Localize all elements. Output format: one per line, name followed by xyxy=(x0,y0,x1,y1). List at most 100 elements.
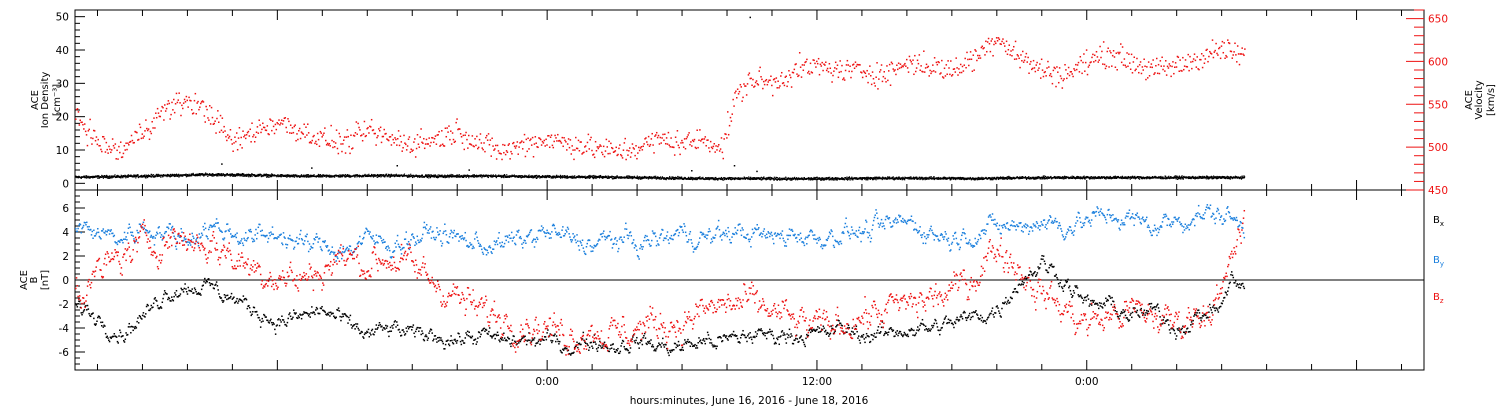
density-point xyxy=(211,173,213,176)
density-point xyxy=(263,173,265,175)
density-point xyxy=(1127,177,1129,179)
velocity-point xyxy=(366,127,368,130)
velocity-point xyxy=(88,128,90,131)
velocity-point xyxy=(170,113,172,116)
ion-density-series xyxy=(75,16,1246,181)
density-point xyxy=(230,173,232,175)
density-point xyxy=(141,174,143,177)
velocity-point xyxy=(81,121,83,123)
density-point xyxy=(932,178,934,180)
density-point xyxy=(551,177,553,179)
velocity-point xyxy=(161,105,163,108)
density-point xyxy=(659,176,662,178)
velocity-point xyxy=(413,141,415,143)
density-point xyxy=(168,174,170,176)
density-point xyxy=(552,177,555,179)
density-point xyxy=(237,173,240,175)
density-point xyxy=(1130,177,1133,179)
density-point xyxy=(874,178,876,180)
density-point xyxy=(421,176,423,178)
density-point xyxy=(271,173,274,176)
density-point xyxy=(535,177,537,179)
density-point xyxy=(631,176,633,179)
density-point xyxy=(1138,177,1140,179)
velocity-point xyxy=(264,129,267,131)
density-point xyxy=(570,176,572,178)
density-point xyxy=(578,175,580,177)
density-point xyxy=(178,173,180,175)
density-point xyxy=(250,174,253,176)
density-point xyxy=(130,174,132,176)
density-point xyxy=(670,178,673,180)
density-point xyxy=(116,176,118,178)
velocity-point xyxy=(386,138,388,140)
density-point xyxy=(863,177,865,179)
velocity-point xyxy=(321,136,323,138)
density-point xyxy=(1030,176,1032,179)
velocity-point xyxy=(128,141,131,143)
velocity-point xyxy=(99,144,101,147)
density-point xyxy=(504,174,506,177)
velocity-point xyxy=(400,141,403,143)
density-point xyxy=(859,176,861,179)
density-point xyxy=(997,178,999,181)
density-point xyxy=(151,173,153,176)
velocity-point xyxy=(450,143,453,145)
density-point xyxy=(834,179,836,181)
velocity-point xyxy=(370,118,373,121)
density-point xyxy=(910,178,912,180)
density-point xyxy=(647,176,649,178)
density-point xyxy=(899,177,901,179)
density-point xyxy=(950,179,952,181)
density-point xyxy=(348,174,350,176)
velocity-point xyxy=(418,146,421,148)
velocity-point xyxy=(189,99,191,102)
density-point xyxy=(1237,177,1239,179)
density-point xyxy=(599,176,601,178)
density-point xyxy=(1105,177,1107,179)
velocity-point xyxy=(248,135,251,137)
density-point xyxy=(439,174,441,176)
velocity-point xyxy=(393,142,395,144)
velocity-point xyxy=(325,139,327,142)
density-point xyxy=(83,175,86,177)
density-point xyxy=(1034,178,1036,180)
density-point xyxy=(492,175,494,177)
density-point xyxy=(755,177,757,179)
density-point xyxy=(865,179,867,181)
density-point xyxy=(593,176,595,178)
velocity-point xyxy=(374,132,376,135)
density-point xyxy=(587,176,589,178)
density-point xyxy=(1218,175,1220,178)
density-point xyxy=(378,175,380,178)
velocity-point xyxy=(92,129,95,132)
density-point xyxy=(421,174,424,177)
density-point xyxy=(571,177,574,179)
density-point xyxy=(605,176,607,178)
velocity-point xyxy=(240,136,242,139)
velocity-point xyxy=(144,130,146,132)
velocity-point xyxy=(336,147,339,150)
density-point xyxy=(311,167,313,169)
density-point xyxy=(260,173,262,176)
density-point xyxy=(592,177,594,180)
density-point xyxy=(1169,177,1171,180)
density-point xyxy=(573,177,575,179)
density-point xyxy=(338,174,340,177)
density-point xyxy=(216,174,219,177)
density-point xyxy=(513,174,515,176)
density-point xyxy=(768,178,770,180)
velocity-point xyxy=(342,143,344,145)
density-point xyxy=(892,177,894,179)
density-point xyxy=(856,177,858,179)
density-point xyxy=(380,176,382,178)
density-point xyxy=(206,173,209,175)
density-point xyxy=(472,175,475,177)
density-point xyxy=(952,176,954,179)
density-point xyxy=(713,177,715,179)
density-point xyxy=(418,174,420,177)
density-point xyxy=(795,177,798,179)
density-point xyxy=(1131,176,1133,179)
density-point xyxy=(594,176,596,179)
velocity-point xyxy=(359,129,361,131)
